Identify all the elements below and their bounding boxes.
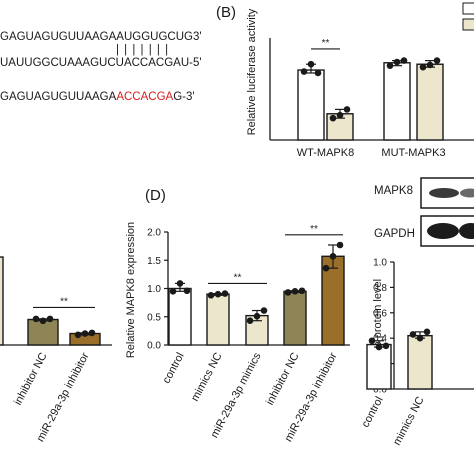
legend	[462, 2, 474, 31]
sequence-alignment: GAGUAGUGUUAAGAAUGGUGCUG3' | | | | | | | …	[0, 31, 202, 103]
x-category-label: inhibitor NC	[264, 351, 302, 407]
mirna-sequence: GAGUAGUGUUAAGAAUGGUGCUG3'	[0, 31, 202, 43]
data-point-mir-29a-3p-inhibitor-1	[74, 331, 82, 339]
blot-label-mapk8: MAPK8	[374, 185, 413, 197]
y-axis-title: Relative luciferase activity	[246, 8, 258, 135]
data-point-control-3	[183, 287, 191, 295]
significance-label: **	[310, 224, 318, 235]
y-tick-label: 0.4	[373, 334, 387, 345]
bar-control	[168, 287, 192, 346]
data-point-control-2	[176, 280, 184, 287]
bar-control	[366, 343, 392, 390]
data-point-control-1	[368, 337, 376, 345]
data-point-mir-29a-3p-inhibitor-2	[329, 252, 337, 260]
data-point-inhibitor-nc-2	[291, 288, 299, 295]
panel-label-d: (D)	[145, 187, 166, 204]
data-point-inhibitor-nc-3	[46, 315, 54, 323]
data-point-mir-29a-3p-mimics-1	[246, 317, 254, 325]
blot-band-gapdh-2	[459, 223, 474, 239]
data-point-mut-mapk3-1-1	[386, 62, 394, 69]
significance-label: **	[322, 38, 330, 49]
wild-type-target-sequence: UAUUGGCUAAAGUCUACCACGAU-5'	[0, 57, 202, 69]
data-point-mut-mapk3-2-3	[433, 57, 441, 64]
mutant-target-sequence: GAGUAGUGUUAAGAACCACGAG-3'	[0, 91, 195, 103]
data-point-wt-mapk8-2-1	[329, 114, 337, 122]
significance-label: **	[234, 272, 242, 283]
data-point-inhibitor-nc-2	[39, 317, 47, 325]
data-point-control-2	[375, 343, 383, 351]
data-point-wt-mapk8-2-3	[343, 106, 351, 113]
y-tick-label: 0.6	[373, 308, 387, 319]
x-category-label: WT-MAPK8	[297, 147, 354, 159]
data-point-wt-mapk8-2-2	[336, 111, 344, 119]
data-point-control-1	[169, 288, 177, 295]
x-category-label: MUT-MAPK3	[381, 147, 445, 159]
mutated-bases: ACCACGA	[116, 91, 173, 103]
data-point-mir-29a-3p-mimics-2	[253, 312, 261, 320]
data-point-mimics-nc-3	[221, 290, 229, 297]
blot-band-gapdh-1	[427, 223, 459, 239]
data-point-wt-mapk8-1-1	[300, 68, 308, 75]
data-point-inhibitor-nc-1	[32, 315, 40, 323]
y-tick-label: 0.8	[373, 283, 387, 294]
x-category-label: mimics NC	[189, 351, 225, 404]
base-pairing-lines: | | | | | | |	[116, 44, 169, 56]
data-point-wt-mapk8-1-3	[314, 69, 322, 77]
data-point-mimics-nc-1	[409, 331, 417, 338]
legend-swatch-light	[462, 18, 474, 31]
data-point-mut-mapk3-1-2	[393, 58, 401, 66]
y-tick-label: 0.5	[147, 312, 161, 323]
data-point-mimics-nc-1	[207, 291, 215, 299]
data-point-mut-mapk3-2-2	[426, 61, 434, 69]
y-tick-label: 0.0	[373, 385, 387, 396]
data-point-mimics-nc-2	[214, 290, 222, 298]
data-point-inhibitor-nc-3	[298, 287, 306, 295]
x-category-label: control	[161, 351, 187, 386]
y-tick-label: 1.0	[373, 258, 387, 269]
data-point-mir-29a-3p-inhibitor-3	[88, 329, 96, 337]
mutant-sequence-prefix: GAGUAGUGUUAAGA	[0, 91, 117, 103]
data-point-mimics-nc-2	[416, 334, 424, 342]
y-tick-label: 1.0	[147, 284, 161, 295]
blot-label-gapdh: GAPDH	[374, 228, 415, 240]
data-point-mir-29a-3p-inhibitor-1	[322, 264, 330, 272]
y-tick-label: 1.5	[147, 256, 161, 267]
chart-panel-b: Relative luciferase activity WT-MAPK8 MUT-…	[246, 8, 474, 159]
y-axis-title: Relative MAPK8 expression	[125, 222, 137, 358]
data-point-mir-29a-3p-mimics-3	[260, 307, 268, 314]
data-point-mut-mapk3-2-1	[419, 63, 427, 71]
blot-band-mapk8-2	[460, 188, 474, 198]
data-point-wt-mapk8-1-2	[307, 60, 315, 68]
bar-mut-mapk3-2	[416, 63, 444, 141]
bar-mimics-nc	[206, 293, 230, 346]
bar-mimics	[0, 256, 4, 346]
x-category-label: control	[360, 395, 386, 430]
bar-inhibitor-nc	[283, 290, 307, 346]
blot-band-mapk8-1	[429, 188, 459, 198]
western-blot: MAPK8 GAPDH	[374, 177, 474, 247]
significance-label: **	[60, 296, 68, 307]
chart-panel-d: 0.0 0.5 1.0 1.5 2.0 Relative MAPK8 expression…	[125, 222, 350, 444]
data-point-mir-29a-3p-inhibitor-2	[81, 330, 89, 337]
legend-swatch-white	[462, 2, 474, 15]
data-point-mir-29a-3p-inhibitor-3	[336, 241, 344, 249]
data-point-control-3	[382, 342, 390, 350]
x-category-label: inhibitor NC	[12, 351, 50, 407]
y-tick-label: 0.0	[147, 341, 161, 352]
data-point-inhibitor-nc-1	[284, 289, 292, 296]
x-category-label: mimics NC	[391, 395, 427, 448]
mutant-sequence-suffix: G-3'	[173, 91, 194, 103]
data-point-mimics-nc-3	[423, 328, 431, 336]
data-point-mut-mapk3-1-3	[400, 57, 408, 64]
bar-mut-mapk3-1	[383, 62, 411, 141]
bar-mimics-nc	[407, 334, 433, 390]
panel-label-b: (B)	[216, 4, 236, 21]
y-tick-label: 2.0	[147, 228, 161, 239]
bar-wt-mapk8-1	[297, 69, 325, 141]
